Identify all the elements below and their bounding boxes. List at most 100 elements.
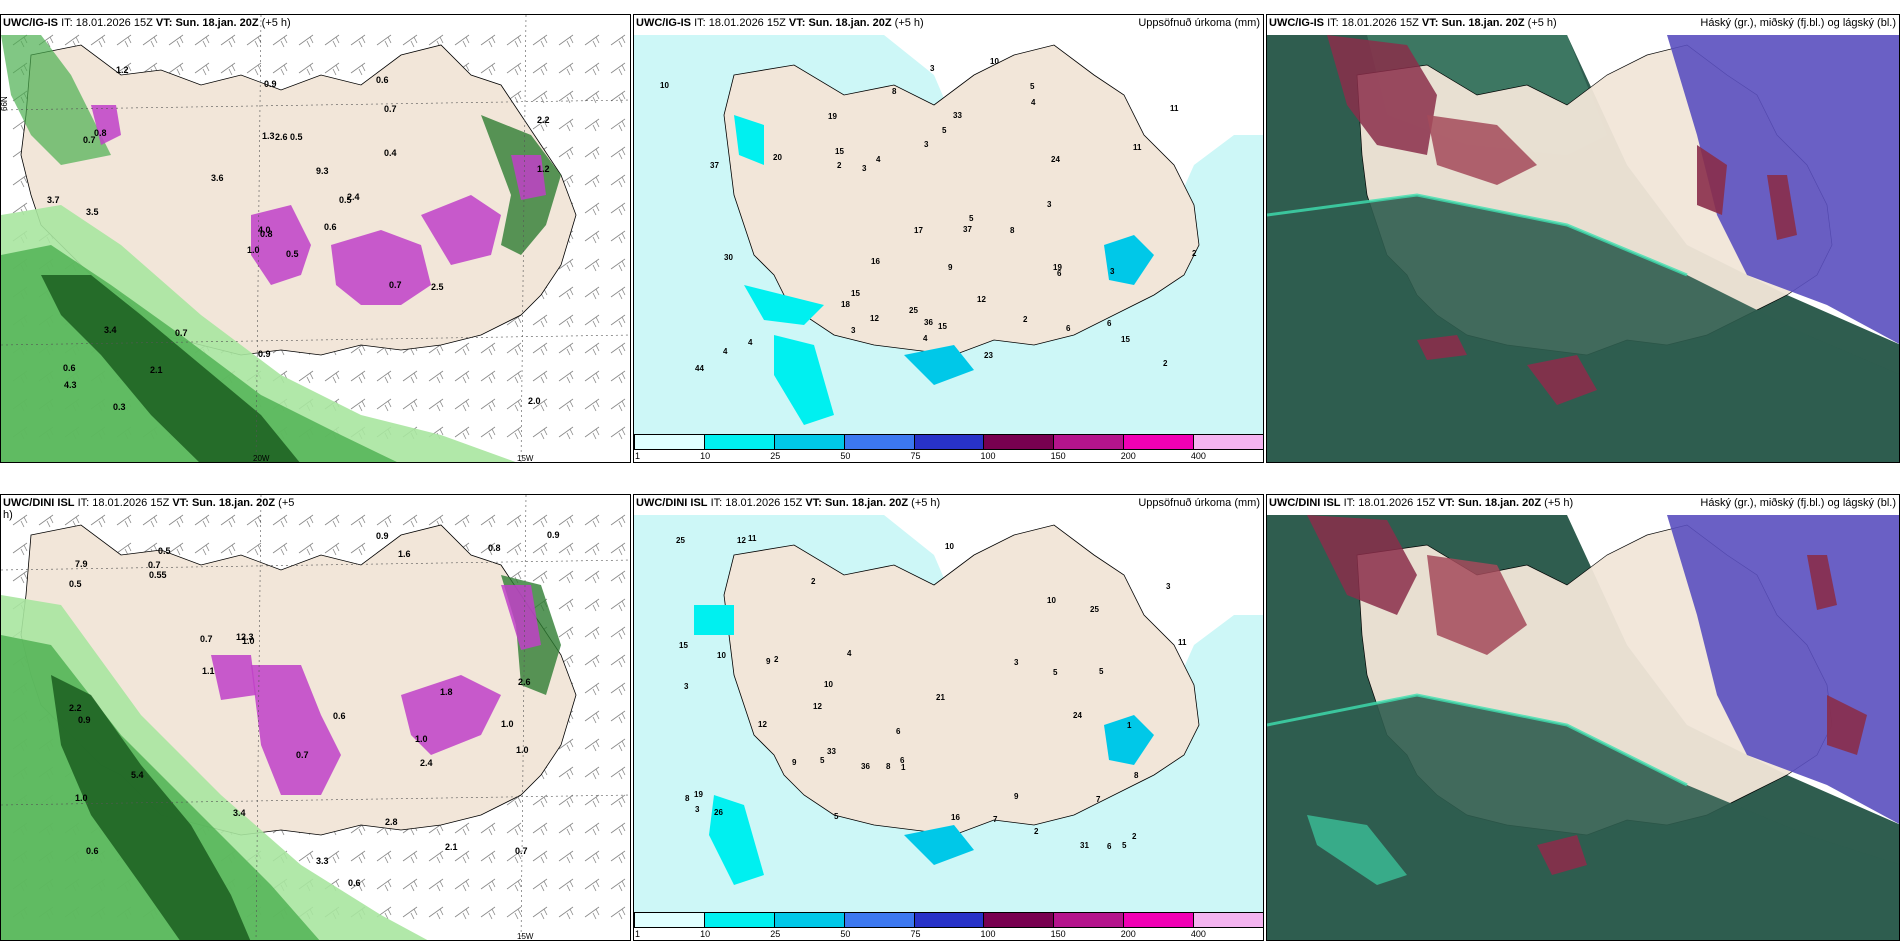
value-label: 7	[1096, 795, 1101, 804]
colorbar-swatch	[1124, 913, 1195, 927]
value-label: 2	[1023, 315, 1028, 324]
value-label: 0.7	[384, 104, 397, 114]
wind-barb	[610, 710, 626, 724]
colorbar-label: 200	[1120, 451, 1136, 461]
wind-barb	[12, 542, 28, 556]
value-label: 2.2	[537, 115, 550, 125]
colorbar-swatch	[844, 435, 915, 449]
value-label: 0.8	[94, 128, 107, 138]
value-label: 10	[824, 680, 833, 689]
wind-barb	[506, 850, 522, 864]
wind-barb	[610, 794, 626, 808]
valid-time: Sun. 18.jan. 20Z	[175, 17, 259, 29]
wind-barb	[454, 398, 470, 412]
value-label: 9	[948, 263, 953, 272]
wind-barb	[610, 118, 626, 132]
wind-barb	[480, 542, 496, 556]
wind-barb	[350, 878, 366, 892]
wind-barb	[506, 370, 522, 384]
valid-time: Sun. 18.jan. 20Z	[1457, 497, 1542, 509]
wind-barb	[558, 34, 574, 48]
wind-barb	[376, 370, 392, 384]
wind-barb	[324, 542, 340, 556]
wind-barb	[168, 542, 184, 556]
value-label: 19	[828, 112, 837, 121]
init-time: 18.01.2026 15Z	[725, 497, 803, 509]
colorbar-swatch	[704, 913, 775, 927]
wind-barb	[506, 794, 522, 808]
valid-time: Sun. 18.jan. 20Z	[1441, 17, 1525, 29]
value-label: 8	[892, 87, 897, 96]
value-label: 0.7	[389, 280, 402, 290]
wind-barb	[558, 118, 574, 132]
wind-precip-map: 0.50.70.80.60.50.70.60.50.70.61.22.03.52…	[1, 15, 630, 463]
wind-barb	[584, 174, 600, 188]
colorbar-swatch	[914, 913, 985, 927]
wind-barb	[610, 314, 626, 328]
wind-barb	[584, 314, 600, 328]
panel-top-left: UWC/IG-IS IT: 18.01.2026 15Z VT: Sun. 18…	[0, 14, 631, 463]
colorbar-label: 50	[840, 929, 851, 939]
wind-barb	[584, 286, 600, 300]
wind-barb	[558, 90, 574, 104]
value-label: 2.4	[420, 758, 433, 768]
wind-barb	[532, 90, 548, 104]
value-label: 26	[714, 808, 723, 817]
colorbar-label: 1	[635, 929, 641, 939]
wind-barb	[480, 62, 496, 76]
colorbar-label: 75	[910, 929, 921, 939]
value-label: 11	[1133, 143, 1142, 152]
wind-barb	[246, 514, 262, 528]
colorbar-swatch	[1194, 435, 1263, 449]
wind-barb	[610, 146, 626, 160]
wind-barb	[584, 626, 600, 640]
colorbar-swatch	[1194, 913, 1263, 927]
wind-barb	[90, 34, 106, 48]
wind-barb	[272, 62, 288, 76]
lon-label-20w: 20W	[253, 454, 270, 463]
wind-barb	[532, 542, 548, 556]
value-label: 3	[1110, 267, 1115, 276]
lead-time: (+5 h)	[1544, 497, 1574, 509]
wind-barb	[454, 906, 470, 920]
lon-label-15w: 15W	[517, 454, 534, 463]
wind-barb	[298, 514, 314, 528]
wind-barb	[402, 34, 418, 48]
value-label: 15	[1121, 335, 1130, 344]
value-label: 1.2	[116, 65, 129, 75]
colorbar-swatch	[984, 913, 1055, 927]
wind-barb	[350, 34, 366, 48]
wind-barb	[506, 34, 522, 48]
wind-barb	[584, 34, 600, 48]
cloud-map	[1267, 15, 1899, 462]
wind-barb	[142, 514, 158, 528]
value-label: 36	[924, 318, 933, 327]
value-label: 1.0	[501, 719, 514, 729]
value-label: 33	[827, 747, 836, 756]
value-label: 2	[1132, 832, 1137, 841]
value-label: 5.4	[131, 770, 144, 780]
value-label: 4	[847, 649, 852, 658]
value-label: 1.1	[202, 666, 215, 676]
wind-barb	[324, 370, 340, 384]
value-label: 16	[871, 257, 880, 266]
value-label: 5	[820, 756, 825, 765]
value-label: 23	[984, 351, 993, 360]
model-name: UWC/DINI ISL	[1269, 497, 1341, 509]
wind-barb	[584, 118, 600, 132]
wind-barb	[558, 906, 574, 920]
wind-barb	[480, 878, 496, 892]
init-time: 18.01.2026 15Z	[75, 17, 153, 29]
value-label: 0.7	[515, 846, 528, 856]
wind-barb	[480, 514, 496, 528]
colorbar-label: 100	[980, 929, 996, 939]
wind-barb	[168, 514, 184, 528]
wind-barb	[506, 426, 522, 440]
wind-barb	[324, 34, 340, 48]
colorbar-swatch	[844, 913, 915, 927]
value-label: 3.4	[233, 808, 246, 818]
wind-barb	[532, 34, 548, 48]
wind-barb	[532, 426, 548, 440]
wind-barb	[584, 878, 600, 892]
value-label: 3	[924, 140, 929, 149]
